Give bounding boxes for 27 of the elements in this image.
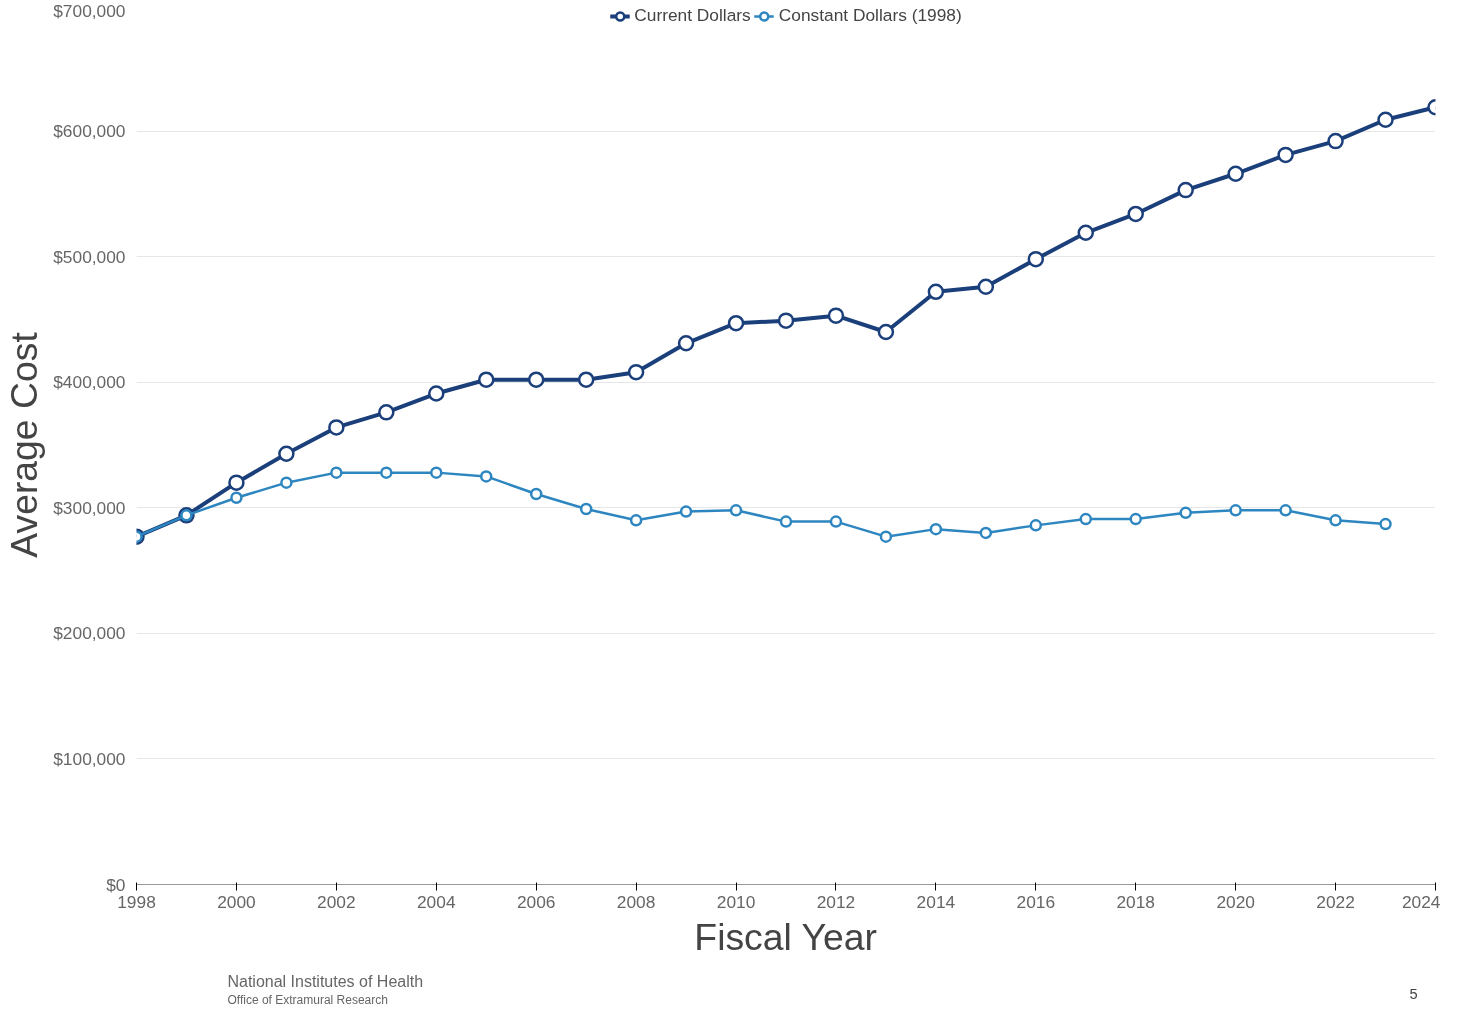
x-tick-label: 2018 [1116,891,1156,912]
x-tick-label: 2016 [1016,891,1056,912]
x-tick-label: 2004 [417,891,456,912]
x-tick-label: 2020 [1216,891,1255,912]
legend-label: Current Dollars [634,5,751,26]
x-tick-label: 2000 [217,891,256,912]
x-tick-label: 2010 [716,891,756,912]
y-tick-label: $300,000 [53,497,126,518]
x-tick-label: 2008 [616,891,656,912]
x-tick-label: 2006 [516,891,556,912]
y-tick-label: $200,000 [53,623,126,644]
y-tick-label: $700,000 [53,0,126,21]
x-axis-title: Fiscal Year [694,915,877,958]
text: National Institutes of Health [227,973,424,990]
y-tick-label: $400,000 [53,372,126,393]
y-tick-label: $500,000 [53,246,126,267]
y-axis-title: Average Cost [3,331,46,558]
y-tick-label: $100,000 [53,748,126,769]
x-tick-label: 2022 [1316,891,1355,912]
legend-label: Constant Dollars (1998) [778,5,962,26]
x-tick-label: 2012 [816,891,856,912]
text: Office of Extramural Research [227,992,388,1007]
x-tick-label: 2002 [317,891,356,912]
y-tick-label: $600,000 [53,121,126,142]
text: 5 [1409,985,1418,1002]
x-tick-label: 2024 [1401,891,1441,912]
x-tick-label: 2014 [916,891,956,912]
